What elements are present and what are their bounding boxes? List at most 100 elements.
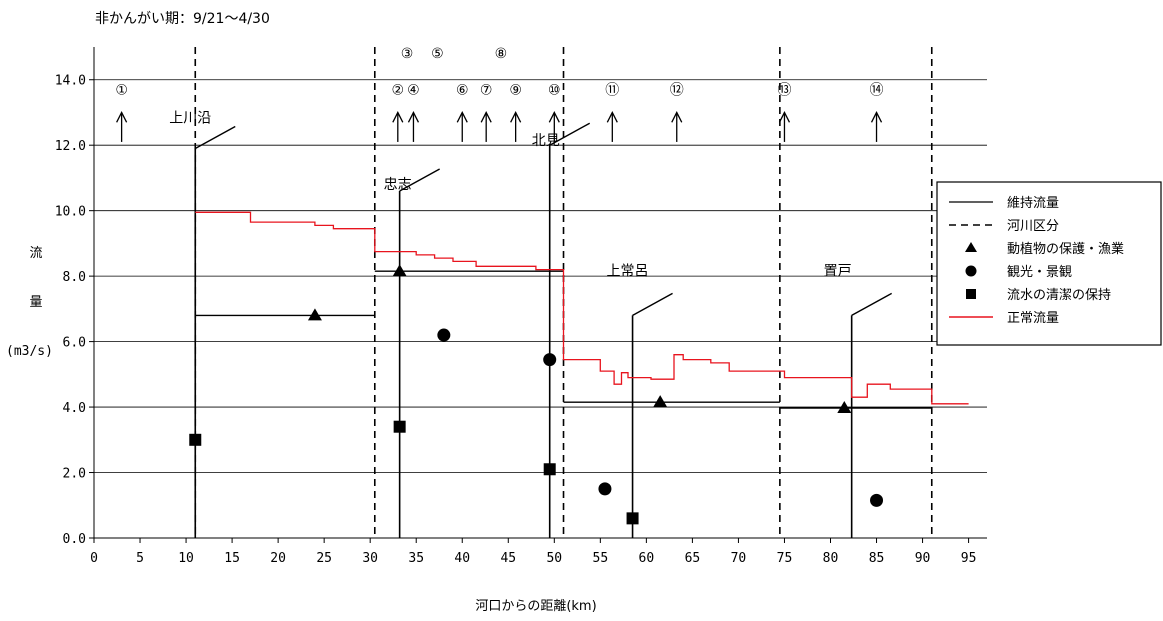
maintenance-flow-series xyxy=(195,270,932,409)
y-tick-label: 8.0 xyxy=(63,270,86,285)
reference-arrow-head xyxy=(480,111,492,123)
reference-label: ⑩ xyxy=(548,83,561,99)
reference-arrow-head xyxy=(456,111,468,123)
y-tick-label: 6.0 xyxy=(63,336,86,351)
circle-marker xyxy=(543,353,557,367)
point-markers xyxy=(189,264,884,525)
x-axis-label: 河口からの距離(km) xyxy=(475,599,596,614)
reference-label: ⑪ xyxy=(605,83,619,99)
x-tick-label: 25 xyxy=(316,551,332,566)
reference-label: ⑭ xyxy=(870,83,884,99)
station-label: 置戸 xyxy=(824,263,852,279)
y-tick-label: 4.0 xyxy=(63,401,86,416)
x-tick-label: 75 xyxy=(777,551,793,566)
square-marker xyxy=(189,433,202,446)
x-tick-label: 70 xyxy=(731,551,747,566)
y-axis-label-amount: 量 xyxy=(29,295,42,310)
legend-label: 河川区分 xyxy=(1007,219,1059,234)
axes: 0.0 2.0 4.0 6.0 8.0 10.0 12.0 14.0 0 5 10 15 20 25 30 3… xyxy=(55,47,987,566)
reference-label: ⑫ xyxy=(670,83,684,99)
legend-label: 維持流量 xyxy=(1007,196,1059,211)
square-marker xyxy=(626,512,639,525)
station-label: 上常呂 xyxy=(607,263,649,279)
circle-marker xyxy=(437,328,451,342)
legend-label: 流水の清潔の保持 xyxy=(1007,288,1111,303)
x-tick-label: 60 xyxy=(639,551,655,566)
square-marker xyxy=(393,420,406,433)
legend-swatch-circle xyxy=(965,265,977,277)
station-flag xyxy=(399,168,440,192)
chart-title: 非かんがい期：9/21～4/30 xyxy=(95,11,270,27)
x-tick-label: 55 xyxy=(593,551,609,566)
y-tick-label: 12.0 xyxy=(55,139,86,154)
reference-arrow-head xyxy=(510,111,522,123)
station-label: 上川沿 xyxy=(169,110,211,126)
reference-arrow-head xyxy=(671,111,683,123)
legend-swatch-square xyxy=(966,289,976,299)
normal-flow-line xyxy=(195,211,969,405)
reference-label: ③ xyxy=(401,46,414,62)
x-tick-label: 90 xyxy=(915,551,931,566)
station-label: 忠志 xyxy=(384,177,412,193)
normal-flow-series xyxy=(195,211,969,405)
legend-box xyxy=(936,181,1162,346)
gridlines xyxy=(94,79,987,473)
reference-label: ⑥ xyxy=(456,83,469,99)
x-tick-label: 85 xyxy=(869,551,885,566)
x-tick-label: 20 xyxy=(270,551,286,566)
reference-label: ⑧ xyxy=(495,46,508,62)
x-tick-label: 35 xyxy=(408,551,424,566)
reference-label: ④ xyxy=(407,83,420,99)
x-tick-label: 40 xyxy=(454,551,470,566)
reference-arrow-head xyxy=(548,111,560,123)
triangle-marker xyxy=(307,308,322,321)
legend-label: 動植物の保護・漁業 xyxy=(1007,241,1124,257)
square-marker xyxy=(543,463,556,476)
triangle-marker xyxy=(653,395,668,408)
x-tick-label: 30 xyxy=(362,551,378,566)
reference-arrow-head xyxy=(116,111,128,123)
reference-label: ① xyxy=(115,83,128,99)
reference-arrow-head xyxy=(407,111,420,123)
station-flag xyxy=(632,292,673,317)
circle-marker xyxy=(870,493,884,507)
reference-points: ① ② ③ ④ ⑤ ⑥ ⑦ ⑧ ⑨ ⑩ ⑪ ⑫ ⑬ ⑭ xyxy=(115,46,884,142)
reference-label: ⑬ xyxy=(777,83,791,99)
legend-label: 正常流量 xyxy=(1007,311,1059,326)
legend-swatch-triangle xyxy=(965,242,977,252)
x-tick-label: 80 xyxy=(823,551,839,566)
station-label: 北見 xyxy=(532,133,560,149)
reference-arrow-head xyxy=(606,111,618,123)
reference-label: ② xyxy=(392,83,405,99)
x-tick-label: 50 xyxy=(546,551,562,566)
station-flag xyxy=(851,292,893,317)
x-tick-label: 0 xyxy=(90,551,98,566)
station-flag xyxy=(194,125,236,150)
legend-label: 観光・景観 xyxy=(1007,265,1072,280)
y-axis-label-flow: 流 xyxy=(29,246,42,261)
x-tick-label: 15 xyxy=(224,551,240,566)
y-axis-label-unit: (m3/s) xyxy=(6,344,53,359)
reference-arrow-head xyxy=(870,111,883,123)
station-flag xyxy=(549,122,591,146)
x-tick-label: 10 xyxy=(178,551,194,566)
x-tick-label: 5 xyxy=(136,551,144,566)
y-tick-label: 14.0 xyxy=(55,74,86,89)
triangle-marker xyxy=(392,264,407,277)
reference-arrow-head xyxy=(778,111,791,123)
y-tick-label: 10.0 xyxy=(55,205,86,220)
x-tick-label: 95 xyxy=(961,551,977,566)
y-tick-label: 2.0 xyxy=(63,467,86,482)
x-tick-label: 45 xyxy=(500,551,516,566)
circle-marker xyxy=(598,482,612,496)
reference-label: ⑤ xyxy=(431,46,444,62)
y-tick-label: 0.0 xyxy=(63,532,86,547)
triangle-marker xyxy=(837,401,852,414)
reference-arrow-head xyxy=(392,111,404,123)
x-tick-label: 65 xyxy=(685,551,701,566)
reference-label: ⑦ xyxy=(480,83,493,99)
reference-label: ⑨ xyxy=(509,83,522,99)
